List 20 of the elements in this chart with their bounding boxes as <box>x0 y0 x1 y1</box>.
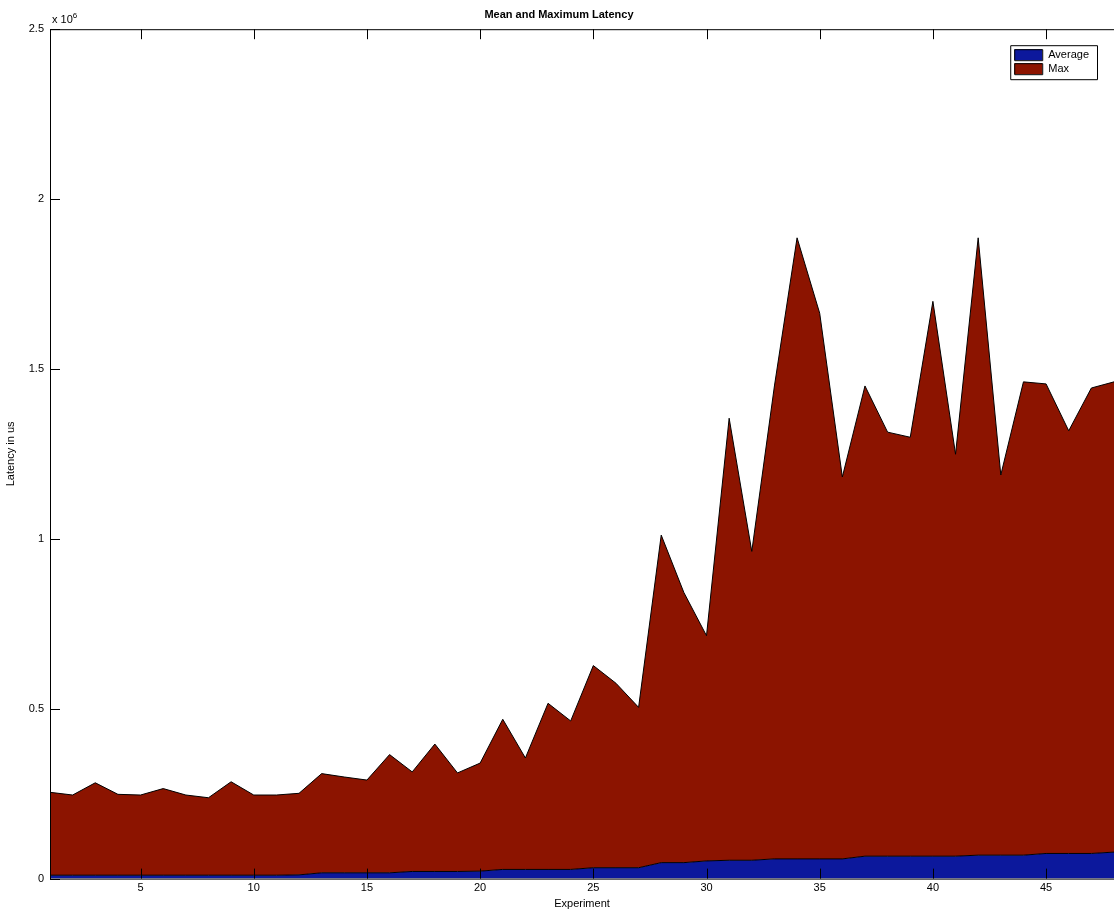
x-tick-label: 10 <box>247 881 260 894</box>
y-axis-title: Latency in us <box>3 421 16 487</box>
x-tick-label: 35 <box>813 881 826 894</box>
x-tick-label: 15 <box>360 881 374 894</box>
x-tick-label: 25 <box>587 881 600 894</box>
y-tick-label: 1.5 <box>28 361 44 374</box>
x-axis-title: Experiment <box>554 897 610 910</box>
x-tick-label: 30 <box>700 881 713 894</box>
y-tick-label: 2.5 <box>28 22 44 35</box>
x-tick-label: 5 <box>137 881 144 894</box>
legend-label: Max <box>1048 62 1070 75</box>
y-tick-label: 0.5 <box>28 701 44 714</box>
x-tick-label: 45 <box>1039 881 1053 894</box>
y-tick-label: 0 <box>37 871 44 884</box>
x-tick-label: 20 <box>474 881 487 894</box>
legend-label: Average <box>1048 48 1090 61</box>
chart-title: Mean and Maximum Latency <box>484 7 635 20</box>
x-tick-label: 40 <box>926 881 940 894</box>
y-tick-label: 2 <box>37 192 44 205</box>
y-tick-label: 1 <box>37 531 44 544</box>
